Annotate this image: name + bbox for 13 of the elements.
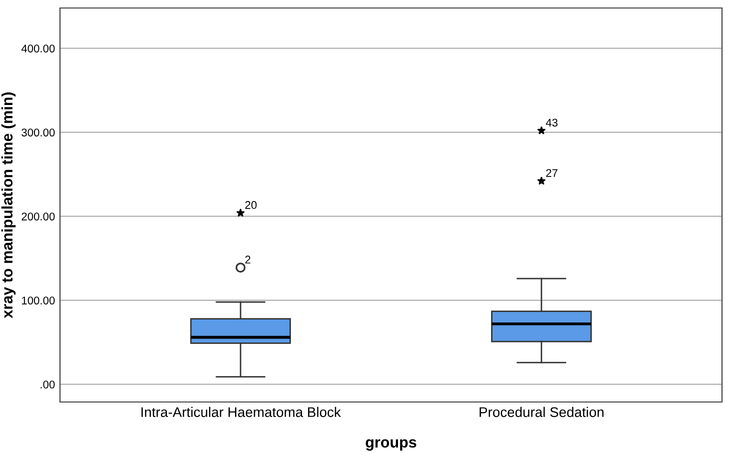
y-tick-label: 400.00: [21, 44, 55, 52]
y-tick-label: 200.00: [22, 212, 55, 220]
annotation: 20: [245, 201, 257, 209]
x-axis-title: groups: [366, 439, 416, 451]
annotation: 43: [546, 118, 558, 127]
y-tick-label: 100.00: [22, 296, 55, 304]
y-tick-label: 300.00: [22, 128, 55, 136]
annotation: 27: [546, 169, 558, 177]
y-axis-title: xray to manipulation time (min): [1, 92, 16, 318]
annotation: 2: [245, 256, 250, 264]
x-tick-label: Intra-Articular Haematoma Block: [141, 406, 341, 418]
y-tick-label: .00: [40, 380, 55, 388]
x-tick-label: Procedural Sedation: [480, 406, 604, 418]
